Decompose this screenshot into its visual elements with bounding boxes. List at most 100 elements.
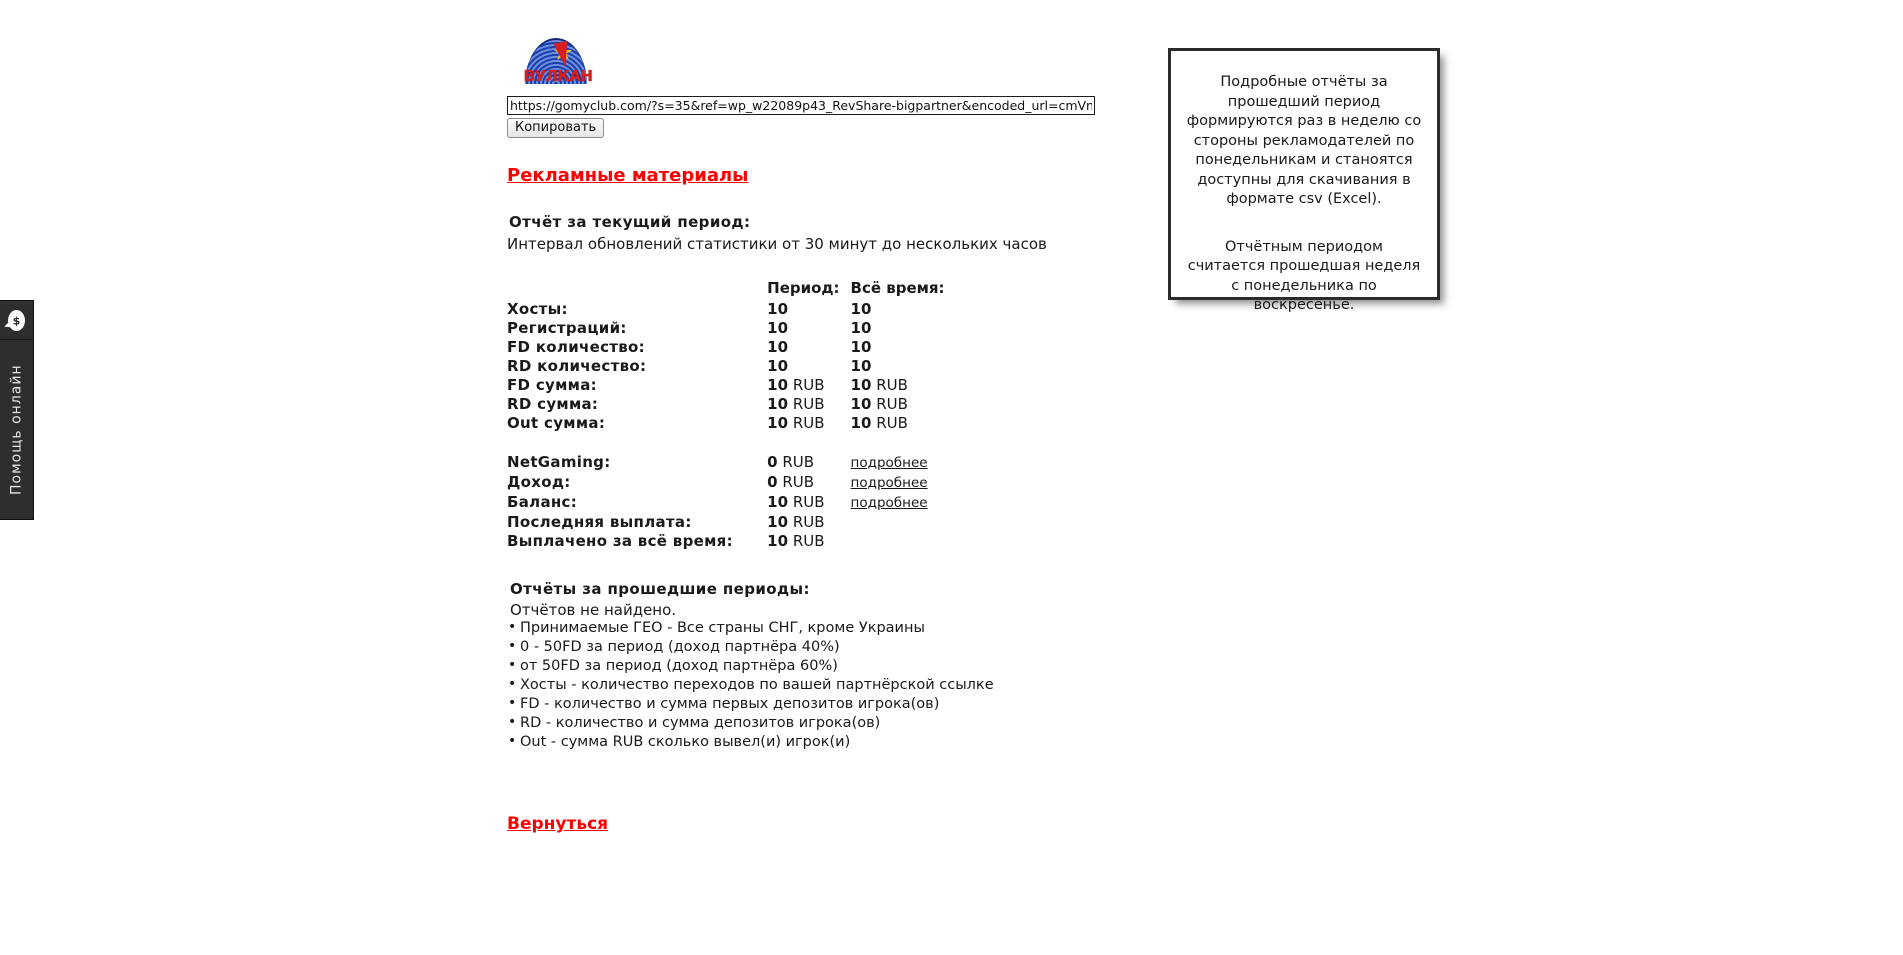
table-row: FD сумма: 10 RUB 10 RUB [507, 376, 1127, 395]
row-period-value: 10 [767, 357, 789, 375]
chat-bubble-glyph: $ [12, 313, 21, 327]
row-period: 10 RUB [767, 513, 850, 532]
row-more [989, 473, 1127, 493]
row-label: Последняя выплата: [507, 513, 692, 531]
row-more [989, 414, 1127, 433]
row-total: 10 [851, 300, 989, 319]
row-period-value: 10 [767, 319, 789, 337]
info-tooltip-box: Подробные отчёты за прошедший период фор… [1168, 48, 1440, 313]
row-period-currency: RUB [782, 453, 815, 471]
row-label: Регистраций: [507, 319, 627, 337]
stats-header-period: Период: [767, 279, 840, 297]
row-total-value: 10 [850, 338, 872, 356]
table-row: Регистраций: 10 10 [507, 319, 1127, 338]
row-period: 0 RUB [767, 453, 850, 473]
row-period: 10 RUB [767, 414, 850, 433]
details-link[interactable]: подробнее [850, 495, 928, 511]
referral-link-input[interactable] [507, 96, 1095, 115]
row-more [989, 395, 1127, 414]
table-row: RD количество: 10 10 [507, 357, 1127, 376]
row-total-currency: RUB [876, 414, 908, 432]
row-period-value: 10 [767, 532, 789, 550]
table-row: NetGaming: 0 RUB подробнее [507, 453, 1127, 473]
past-reports-empty: Отчётов не найдено. [510, 601, 677, 619]
past-reports-title: Отчёты за прошедшие периоды: [510, 580, 810, 598]
list-item: Хосты - количество переходов по вашей па… [507, 675, 1127, 695]
row-total-value: 10 [850, 319, 872, 337]
stats-spacer [507, 433, 1127, 453]
terms-list: Принимаемые ГЕО - Все страны СНГ, кроме … [507, 618, 1127, 676]
vulkan-logo: ВУЛКАН [521, 36, 595, 90]
row-period-value: 0 [767, 473, 778, 491]
list-item: от 50FD за период (доход партнёра 60%) [507, 656, 1127, 676]
details-link[interactable]: подробнее [850, 455, 928, 471]
row-total: подробнее [851, 493, 989, 513]
row-period: 10 RUB [767, 532, 850, 551]
table-row: Последняя выплата: 10 RUB [507, 513, 1127, 532]
row-more [989, 300, 1127, 319]
main-content: ВУЛКАН Копировать Рекламные материалы От… [507, 36, 1127, 834]
row-label: Выплачено за всё время: [507, 532, 733, 550]
row-period: 10 [767, 338, 850, 357]
row-period: 0 RUB [767, 473, 850, 493]
list-item: Принимаемые ГЕО - Все страны СНГ, кроме … [507, 618, 1127, 638]
row-label: FD сумма: [507, 376, 597, 394]
table-row: FD количество: 10 10 [507, 338, 1127, 357]
row-total-currency: RUB [876, 395, 908, 413]
row-more [989, 376, 1127, 395]
glossary-list: Хосты - количество переходов по вашей па… [507, 675, 1127, 752]
back-link[interactable]: Вернуться [507, 814, 609, 834]
table-row: Out сумма: 10 RUB 10 RUB [507, 414, 1127, 433]
table-row: RD сумма: 10 RUB 10 RUB [507, 395, 1127, 414]
row-more [989, 532, 1127, 551]
row-more [989, 493, 1127, 513]
help-online-widget[interactable]: $ Помощь онлайн [0, 300, 34, 520]
report-subtitle: Интервал обновлений статистики от 30 мин… [507, 235, 1047, 253]
chat-bubble-icon: $ [0, 301, 33, 340]
row-total-value: 10 [850, 357, 872, 375]
list-item: Out - сумма RUB сколько вывел(и) игрок(и… [507, 732, 1127, 752]
stats-header-row: Период: Всё время: [507, 279, 1127, 300]
row-period-currency: RUB [792, 532, 825, 550]
stats-header-more [989, 279, 1127, 300]
row-period-value: 10 [767, 376, 789, 394]
info-paragraph-1: Подробные отчёты за прошедший период фор… [1186, 74, 1422, 207]
row-period: 10 RUB [767, 376, 850, 395]
row-period-value: 10 [767, 300, 789, 318]
row-period: 10 [767, 300, 850, 319]
row-more [989, 513, 1127, 532]
row-total: 10 RUB [851, 376, 989, 395]
list-item: RD - количество и сумма депозитов игрока… [507, 713, 1127, 733]
copy-button[interactable]: Копировать [507, 118, 605, 138]
row-period-value: 10 [767, 395, 789, 413]
row-total-value: 10 [850, 300, 872, 318]
stats-header-total: Всё время: [850, 279, 945, 297]
row-total: 10 RUB [851, 395, 989, 414]
row-total [851, 513, 989, 532]
row-total: 10 [851, 319, 989, 338]
row-total-value: 10 [850, 395, 872, 413]
row-total: 10 [851, 338, 989, 357]
row-total: 10 [851, 357, 989, 376]
row-more [989, 338, 1127, 357]
promo-materials-link[interactable]: Рекламные материалы [507, 165, 749, 186]
row-total: 10 RUB [851, 414, 989, 433]
row-period-currency: RUB [792, 376, 825, 394]
table-row: Доход: 0 RUB подробнее [507, 473, 1127, 493]
row-label: Доход: [507, 473, 571, 491]
row-period-value: 10 [767, 338, 789, 356]
row-period: 10 [767, 357, 850, 376]
row-period: 10 RUB [767, 395, 850, 414]
row-period-currency: RUB [792, 414, 825, 432]
row-period-currency: RUB [792, 395, 825, 413]
row-period-currency: RUB [792, 513, 825, 531]
table-row: Выплачено за всё время: 10 RUB [507, 532, 1127, 551]
row-period: 10 [767, 319, 850, 338]
details-link[interactable]: подробнее [850, 475, 928, 491]
row-period: 10 RUB [767, 493, 850, 513]
row-total-currency: RUB [876, 376, 908, 394]
help-online-label: Помощь онлайн [8, 364, 25, 496]
row-period-value: 10 [767, 414, 789, 432]
table-row: Баланс: 10 RUB подробнее [507, 493, 1127, 513]
row-period-value: 10 [767, 513, 789, 531]
